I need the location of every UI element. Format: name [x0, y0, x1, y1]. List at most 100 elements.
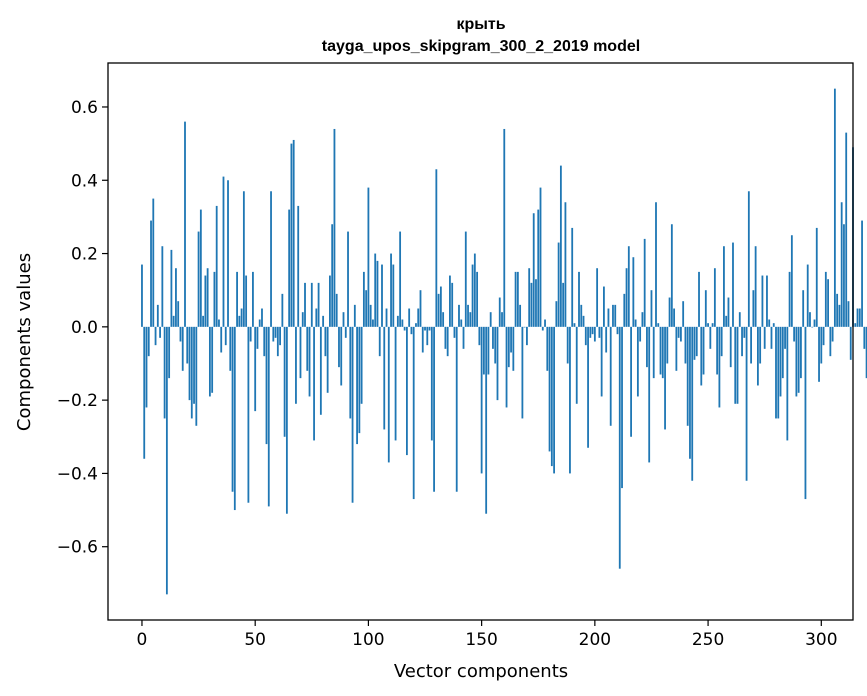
bar-101 [369, 304, 372, 327]
bar-141 [460, 319, 463, 327]
y-tick-label: −0.2 [57, 391, 98, 411]
bar-295 [809, 312, 811, 327]
bar-210 [616, 326, 619, 335]
bar-124 [421, 326, 424, 353]
bar-104 [376, 260, 379, 327]
y-tick-label: 0.2 [71, 245, 98, 265]
bar-299 [818, 326, 820, 382]
bar-36 [222, 176, 225, 327]
bar-317 [858, 308, 861, 327]
bar-156 [494, 326, 497, 364]
bar-88 [340, 326, 343, 386]
bar-199 [591, 326, 594, 335]
bar-66 [290, 143, 293, 327]
x-tick-label: 50 [244, 630, 266, 650]
bar-273 [759, 326, 762, 364]
bar-219 [636, 326, 639, 397]
bar-154 [489, 312, 492, 327]
bar-49 [252, 271, 254, 327]
bar-80 [322, 315, 325, 327]
bar-197 [587, 326, 589, 448]
bar-223 [646, 326, 648, 368]
bar-46 [245, 275, 248, 327]
bar-145 [469, 312, 472, 327]
bar-316 [856, 308, 859, 327]
y-tick-label: −0.4 [57, 464, 98, 484]
bar-54 [263, 326, 266, 357]
bar-17 [179, 326, 182, 342]
bar-134 [444, 326, 447, 349]
bar-113 [396, 315, 399, 327]
bar-265 [741, 326, 743, 357]
y-tick-label: −0.6 [57, 538, 98, 558]
bar-243 [691, 326, 694, 481]
bar-69 [297, 205, 300, 327]
bar-22 [190, 326, 193, 419]
bar-55 [265, 326, 268, 445]
bar-43 [238, 315, 241, 327]
bar-202 [598, 326, 601, 338]
bar-115 [401, 319, 404, 327]
bar-95 [356, 326, 358, 445]
bar-214 [625, 268, 628, 327]
bar-296 [811, 326, 814, 328]
bar-64 [285, 326, 288, 514]
bar-310 [843, 224, 845, 327]
bar-183 [555, 301, 558, 327]
bar-176 [539, 187, 542, 327]
bar-118 [408, 308, 411, 327]
bar-211 [618, 326, 621, 569]
bar-167 [519, 304, 522, 327]
bar-307 [836, 293, 839, 327]
bar-266 [743, 326, 746, 338]
bar-91 [347, 231, 349, 327]
y-tick-label: 0.0 [71, 318, 98, 338]
bar-240 [684, 326, 687, 364]
bar-28 [204, 275, 207, 327]
bar-32 [213, 271, 216, 327]
bar-127 [428, 326, 431, 331]
bar-21 [188, 326, 191, 401]
bar-108 [385, 308, 388, 327]
bar-65 [288, 209, 291, 327]
bar-162 [507, 326, 510, 368]
bar-253 [713, 268, 716, 327]
bar-222 [643, 238, 646, 327]
bar-14 [172, 315, 175, 327]
bar-315 [854, 323, 857, 327]
bar-148 [476, 271, 479, 327]
bar-160 [503, 128, 506, 327]
bar-122 [417, 308, 420, 327]
bar-90 [344, 326, 347, 338]
bar-155 [492, 326, 494, 349]
bar-283 [781, 326, 784, 379]
bar-97 [360, 326, 363, 404]
bar-132 [439, 286, 442, 327]
bar-237 [677, 326, 680, 338]
bar-231 [664, 326, 666, 430]
bar-298 [815, 227, 818, 327]
bar-288 [793, 326, 796, 342]
bars-group [141, 88, 867, 595]
bar-189 [569, 326, 571, 474]
bar-0 [141, 264, 143, 327]
bar-281 [777, 326, 780, 419]
bar-151 [482, 326, 485, 375]
bar-216 [630, 326, 632, 437]
bar-39 [229, 326, 232, 371]
bar-168 [521, 326, 524, 419]
bar-294 [806, 264, 809, 327]
bar-110 [390, 253, 392, 327]
bar-6 [154, 326, 157, 346]
x-tick-label: 300 [805, 630, 837, 650]
bar-77 [315, 308, 318, 327]
bar-247 [700, 326, 703, 386]
bar-277 [768, 319, 771, 327]
bar-63 [283, 326, 286, 437]
bar-74 [308, 326, 311, 397]
bar-19 [184, 121, 186, 327]
bar-169 [523, 326, 526, 328]
bar-56 [267, 326, 270, 507]
bar-229 [659, 326, 662, 375]
